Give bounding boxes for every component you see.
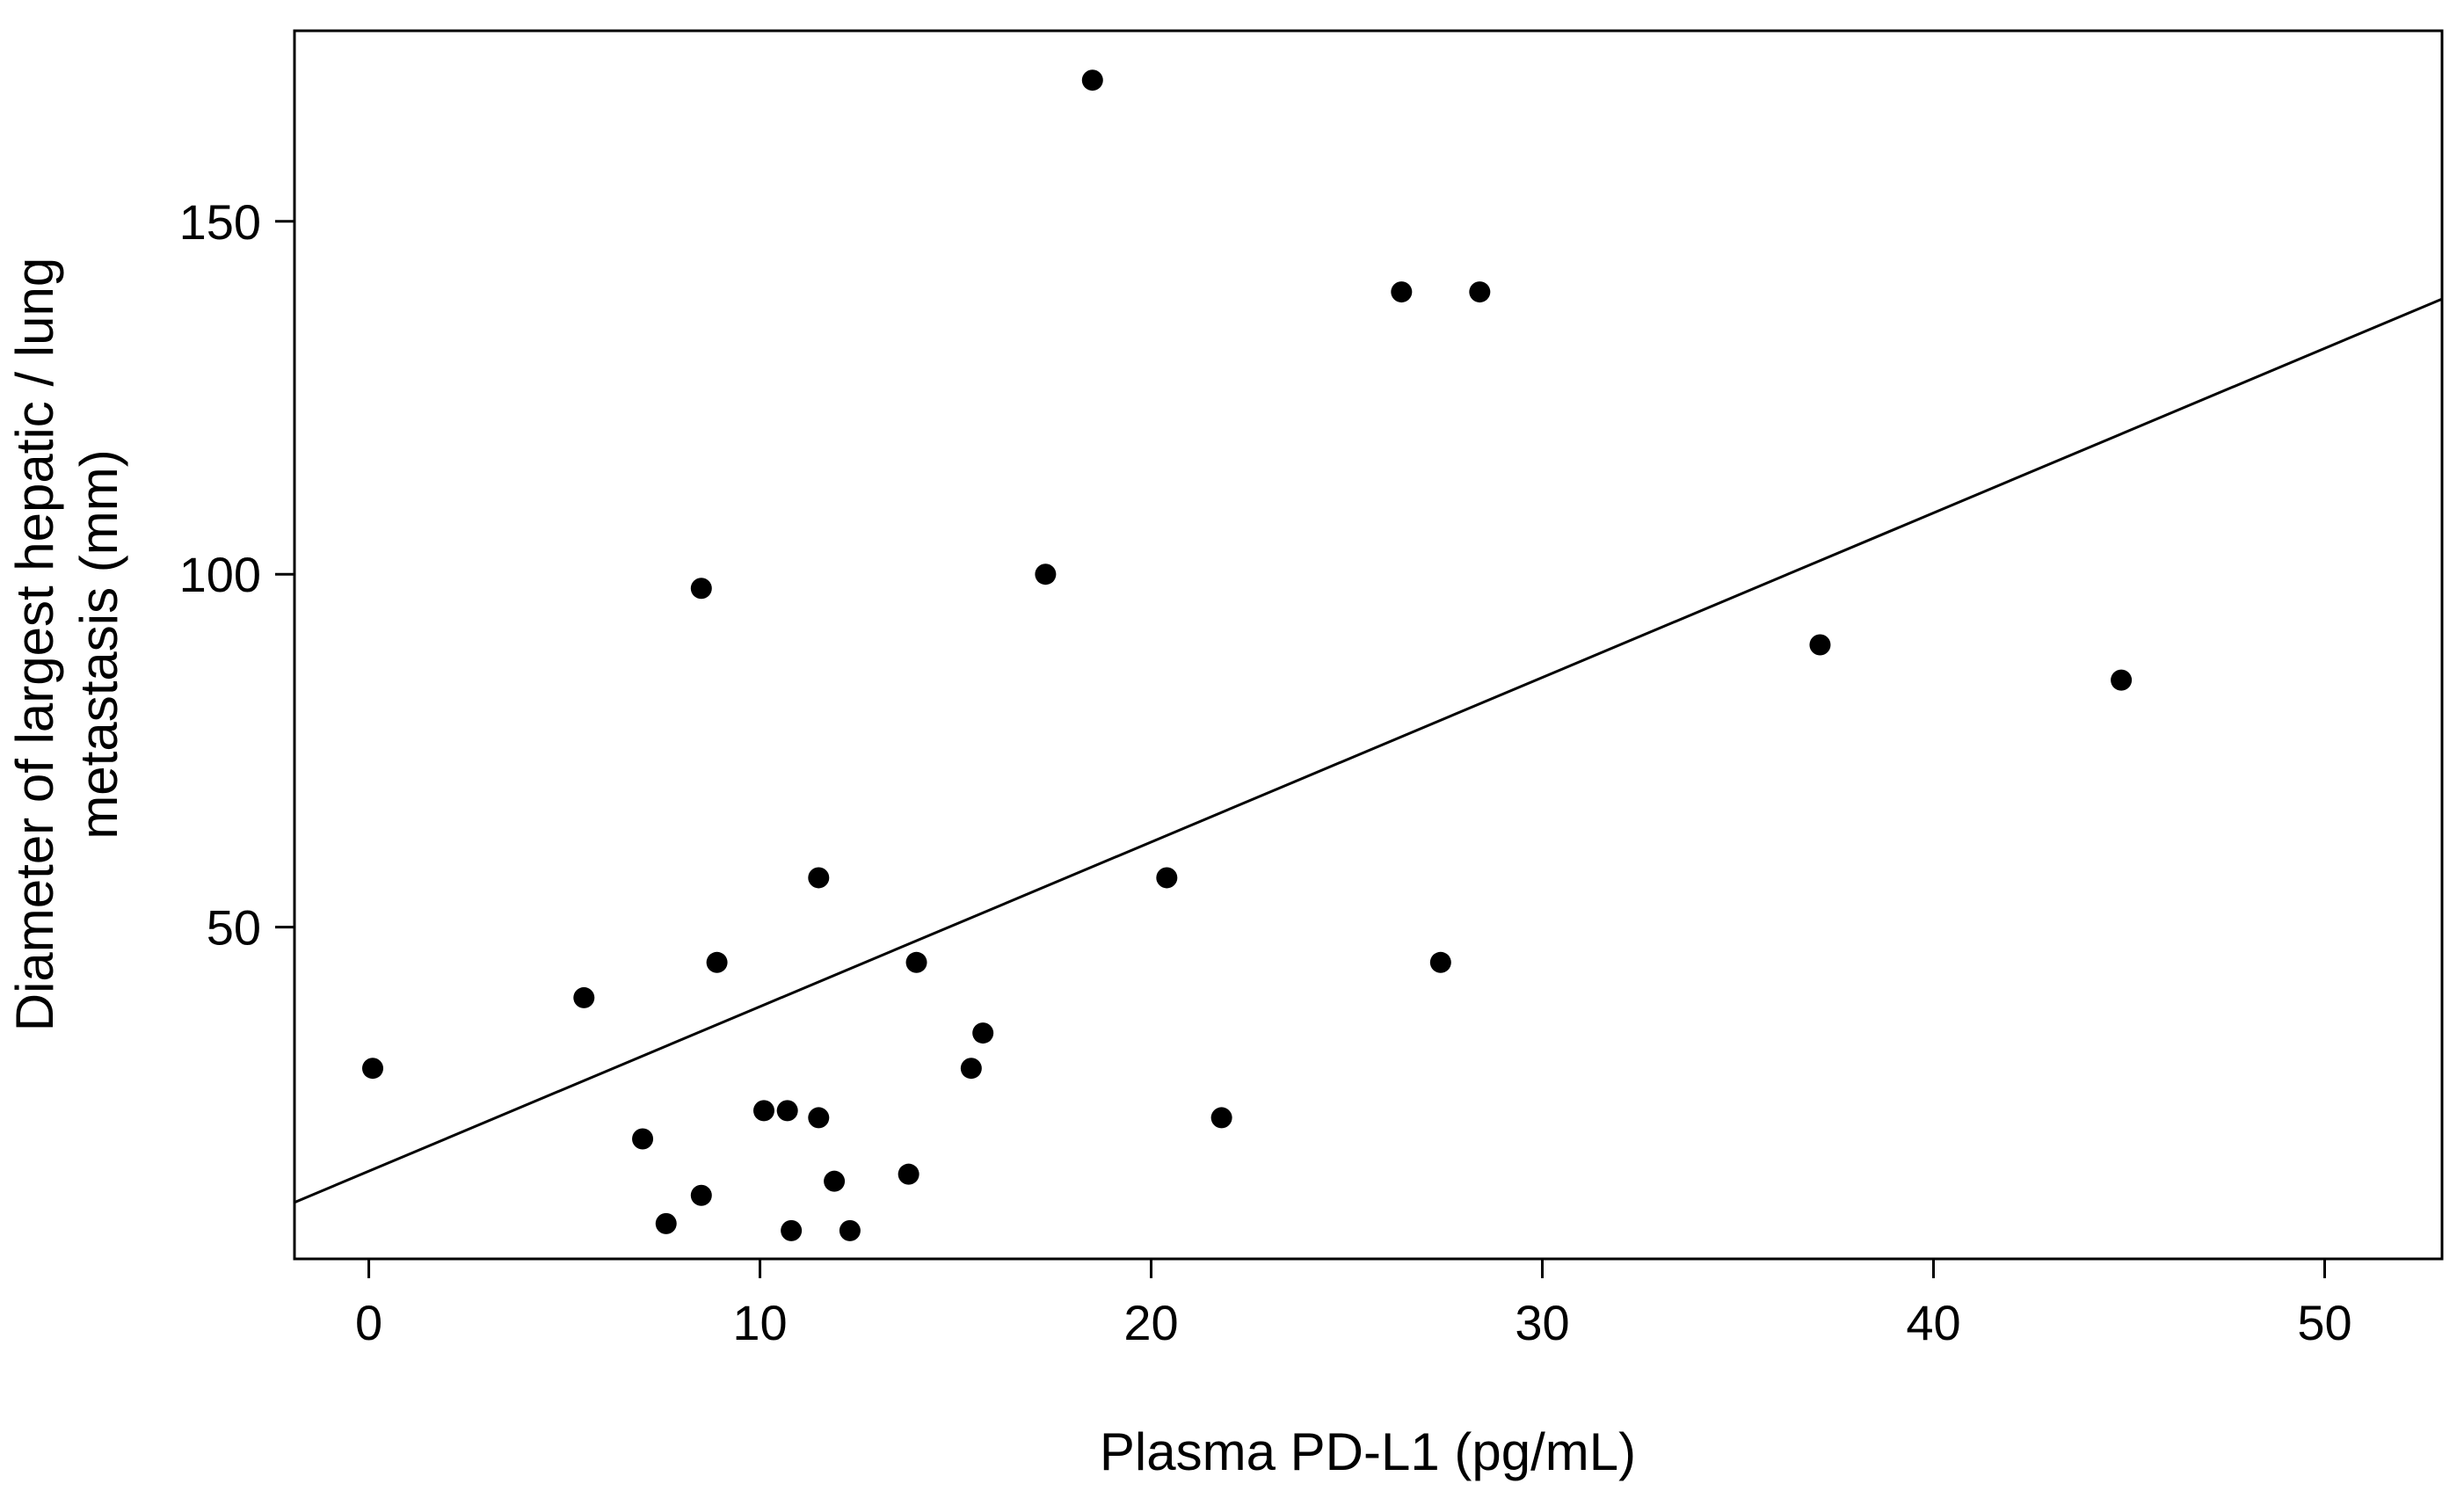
x-tick-label-0: 0 bbox=[355, 1295, 382, 1350]
data-point-13 bbox=[824, 1170, 846, 1192]
y-axis-title-line-1: Diameter of largest hepatic / lung bbox=[5, 258, 64, 1031]
data-point-1 bbox=[361, 1058, 383, 1080]
y-tick-label-150: 150 bbox=[179, 194, 261, 250]
data-point-6 bbox=[690, 578, 712, 600]
data-point-23 bbox=[1391, 281, 1413, 303]
y-axis: 50 100 150 bbox=[179, 194, 294, 956]
data-point-4 bbox=[655, 1212, 677, 1234]
plot-frame bbox=[293, 29, 2444, 1261]
data-point-2 bbox=[573, 986, 595, 1008]
data-point-19 bbox=[1035, 564, 1057, 585]
x-axis-title: Plasma PD-L1 (pg/mL) bbox=[1100, 1422, 1636, 1481]
data-points bbox=[361, 69, 2133, 1241]
data-point-10 bbox=[781, 1219, 803, 1241]
x-tick-label-40: 40 bbox=[1906, 1295, 1960, 1350]
data-point-14 bbox=[839, 1219, 861, 1241]
x-tick-label-10: 10 bbox=[732, 1295, 787, 1350]
data-point-27 bbox=[2111, 669, 2133, 691]
x-tick-label-30: 30 bbox=[1515, 1295, 1569, 1350]
x-axis: 0 10 20 30 40 50 bbox=[355, 1259, 2352, 1350]
data-point-17 bbox=[960, 1058, 982, 1080]
y-tick-label-50: 50 bbox=[207, 900, 261, 956]
y-tick-label-100: 100 bbox=[179, 547, 261, 602]
y-axis-title-line-2: metastasis (mm) bbox=[69, 449, 128, 839]
data-point-15 bbox=[898, 1163, 919, 1185]
data-point-11 bbox=[808, 1107, 830, 1129]
data-point-3 bbox=[632, 1128, 654, 1150]
data-point-18 bbox=[972, 1022, 994, 1044]
data-point-7 bbox=[706, 951, 728, 973]
data-point-12 bbox=[808, 867, 830, 889]
data-point-26 bbox=[1809, 634, 1831, 656]
data-point-24 bbox=[1429, 951, 1451, 973]
data-point-8 bbox=[752, 1100, 774, 1122]
data-point-22 bbox=[1210, 1107, 1232, 1129]
data-point-20 bbox=[1081, 69, 1103, 91]
x-tick-label-50: 50 bbox=[2297, 1295, 2351, 1350]
data-point-21 bbox=[1156, 867, 1178, 889]
y-axis-title: Diameter of largest hepatic / lung metas… bbox=[5, 258, 128, 1031]
data-point-5 bbox=[690, 1184, 712, 1206]
data-point-16 bbox=[905, 951, 927, 973]
data-point-9 bbox=[776, 1100, 798, 1122]
data-point-25 bbox=[1469, 281, 1491, 303]
x-tick-label-20: 20 bbox=[1123, 1295, 1178, 1350]
regression-line bbox=[294, 297, 2443, 1204]
